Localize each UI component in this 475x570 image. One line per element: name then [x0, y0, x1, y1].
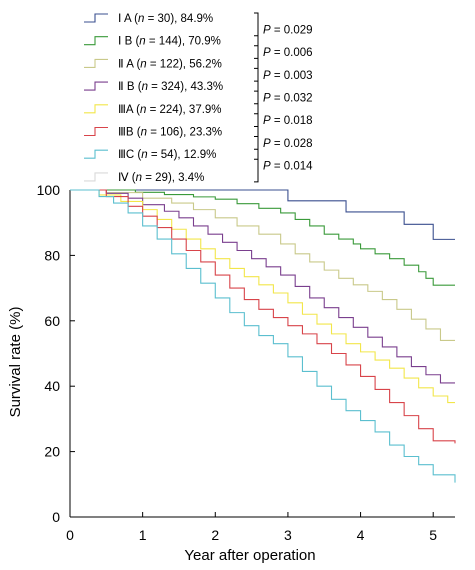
legend-entry: Ⅱ A (n = 122), 56.2% — [118, 58, 222, 70]
series-lines — [70, 189, 456, 483]
x-tick-label: 4 — [357, 527, 365, 543]
series-line-5 — [70, 189, 456, 444]
legend-swatch — [84, 36, 108, 46]
axes: 0 1 2 3 4 5 0 20 40 60 80 100 — [37, 182, 455, 543]
x-tick-label: 2 — [211, 527, 219, 543]
p-value-brackets: P = 0.029 P = 0.006 P = 0.003 P = 0.032 P = … — [254, 12, 313, 183]
p-value-label: P = 0.018 — [263, 115, 313, 127]
legend-swatch — [84, 81, 108, 91]
p-bracket — [254, 148, 259, 183]
series-line-4 — [70, 189, 455, 404]
x-tick-label: 1 — [139, 527, 147, 543]
legend-swatch — [84, 58, 108, 68]
p-value-label: P = 0.032 — [263, 92, 313, 104]
y-tick-label: 80 — [44, 247, 60, 263]
legend-entry: Ⅰ A (n = 30), 84.9% — [118, 13, 213, 25]
p-value-label: P = 0.006 — [263, 47, 313, 59]
p-bracket — [254, 80, 259, 115]
x-tick-label: 5 — [429, 527, 437, 543]
legend-swatch — [84, 126, 108, 137]
legend-swatch — [84, 13, 108, 23]
legend-entry: Ⅰ B (n = 144), 70.9% — [118, 36, 221, 48]
x-axis-title: Year after operation — [184, 547, 315, 564]
legend-entry: Ⅳ (n = 29), 3.4% — [118, 172, 204, 184]
p-bracket — [254, 35, 259, 69]
p-bracket — [254, 126, 259, 160]
series-line-2 — [70, 189, 455, 341]
p-bracket — [254, 57, 259, 92]
y-tick-label: 40 — [44, 378, 60, 394]
series-line-6 — [70, 189, 456, 483]
legend: Ⅰ A (n = 30), 84.9% Ⅰ B (n = 144), 70.9% Ⅱ… — [84, 13, 223, 184]
legend-entry: ⅢB (n = 106), 23.3% — [118, 127, 222, 139]
legend-entry: Ⅱ B (n = 324), 43.3% — [118, 81, 223, 93]
series-line-3 — [70, 189, 455, 384]
series-line-1 — [70, 189, 455, 286]
legend-entry: ⅢA (n = 224), 37.9% — [118, 104, 222, 116]
x-tick-label: 3 — [284, 527, 292, 543]
p-value-label: P = 0.029 — [263, 24, 313, 36]
y-axis-title: Survival rate (%) — [7, 307, 24, 418]
y-tick-label: 20 — [44, 444, 60, 460]
p-value-label: P = 0.003 — [263, 70, 313, 82]
y-tick-label: 0 — [52, 509, 60, 525]
legend-swatch — [84, 172, 108, 182]
y-tick-label: 60 — [44, 313, 60, 329]
p-value-label: P = 0.028 — [263, 138, 313, 150]
p-bracket — [254, 12, 259, 47]
legend-swatch — [84, 104, 108, 114]
p-bracket — [254, 103, 259, 137]
x-tick-label: 0 — [66, 527, 74, 543]
legend-entry: ⅢC (n = 54), 12.9% — [118, 149, 216, 161]
p-value-label: P = 0.014 — [263, 161, 313, 173]
series-line-0 — [70, 189, 455, 240]
y-tick-label: 100 — [37, 182, 61, 198]
legend-swatch — [84, 149, 108, 159]
